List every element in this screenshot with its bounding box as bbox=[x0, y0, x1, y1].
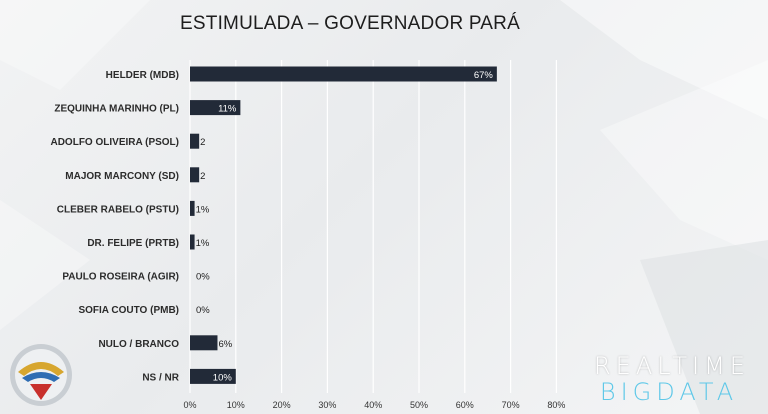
x-tick-label: 30% bbox=[318, 400, 336, 410]
brand-line-1: REALTIME bbox=[594, 352, 750, 380]
x-tick-label: 50% bbox=[410, 400, 428, 410]
x-tick-label: 40% bbox=[364, 400, 382, 410]
data-label: 6% bbox=[218, 339, 232, 350]
data-label: 1% bbox=[196, 204, 210, 215]
data-label: 2 bbox=[200, 137, 205, 148]
category-label: DR. FELIPE (PRTB) bbox=[87, 238, 179, 249]
data-label: 10% bbox=[213, 372, 233, 383]
category-label: CLEBER RABELO (PSTU) bbox=[57, 204, 179, 215]
bar bbox=[190, 100, 241, 116]
brand-line-2: BIGDATA bbox=[599, 378, 739, 406]
category-label: MAJOR MARCONY (SD) bbox=[65, 171, 179, 182]
x-tick-label: 20% bbox=[273, 400, 291, 410]
bar bbox=[190, 66, 497, 82]
chart-title: ESTIMULADA – GOVERNADOR PARÁ bbox=[180, 13, 520, 34]
bar bbox=[190, 234, 195, 250]
category-label: SOFIA COUTO (PMB) bbox=[78, 305, 179, 316]
category-label: NS / NR bbox=[142, 372, 179, 383]
data-label: 67% bbox=[474, 70, 494, 81]
x-tick-label: 70% bbox=[502, 400, 520, 410]
category-label: HELDER (MDB) bbox=[106, 70, 179, 81]
x-tick-label: 0% bbox=[183, 400, 196, 410]
category-label: ADOLFO OLIVEIRA (PSOL) bbox=[50, 137, 179, 148]
category-label: ZEQUINHA MARINHO (PL) bbox=[54, 104, 179, 115]
category-label: NULO / BRANCO bbox=[98, 339, 179, 350]
x-tick-label: 80% bbox=[547, 400, 565, 410]
bar bbox=[190, 200, 195, 216]
broadcaster-logo bbox=[10, 344, 72, 406]
bar bbox=[190, 167, 200, 183]
x-tick-label: 60% bbox=[456, 400, 474, 410]
data-label: 0% bbox=[196, 272, 210, 283]
bar bbox=[190, 368, 236, 384]
data-label: 1% bbox=[196, 238, 210, 249]
data-label: 11% bbox=[218, 104, 237, 115]
bar bbox=[190, 335, 218, 351]
data-label: 2 bbox=[200, 171, 205, 182]
bar bbox=[190, 133, 200, 149]
x-tick-label: 10% bbox=[227, 400, 245, 410]
category-label: PAULO ROSEIRA (AGIR) bbox=[62, 272, 179, 283]
realtime-bigdata-logo: REALTIME BIGDATA bbox=[594, 352, 750, 406]
data-label: 0% bbox=[196, 305, 210, 316]
